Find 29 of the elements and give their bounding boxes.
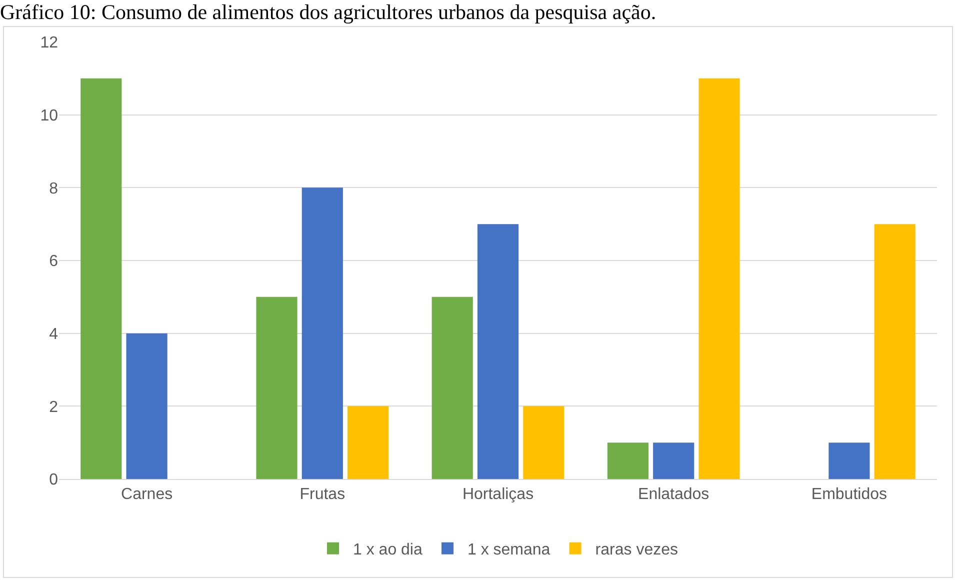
bar — [477, 224, 519, 479]
x-tick-label: Embutidos — [811, 486, 887, 504]
y-tick-label: 0 — [49, 472, 58, 489]
y-tick-label: 8 — [49, 180, 58, 198]
legend-label: 1 x semana — [467, 542, 550, 559]
x-tick-label: Hortaliças — [462, 486, 534, 504]
bar — [653, 442, 694, 479]
x-tick-label: Frutas — [300, 486, 346, 504]
x-tick-label: Carnes — [121, 486, 173, 504]
legend-label: raras vezes — [595, 542, 678, 559]
bar — [126, 333, 168, 479]
x-tick-label: Enlatados — [638, 486, 710, 504]
bar — [698, 78, 740, 479]
y-tick-label: 12 — [40, 34, 58, 52]
y-tick-label: 2 — [49, 398, 58, 416]
y-tick-label: 4 — [49, 326, 58, 343]
bar — [523, 406, 564, 479]
bar — [828, 442, 870, 479]
bar — [80, 78, 122, 479]
bar — [348, 406, 389, 479]
bar — [432, 296, 473, 479]
legend-label: 1 x ao dia — [353, 542, 422, 559]
bar — [874, 224, 916, 479]
y-tick-label: 10 — [40, 107, 58, 124]
bar — [607, 442, 648, 479]
y-tick-label: 6 — [49, 253, 58, 270]
bar — [256, 296, 298, 479]
chart-title: Gráfico 10: Consumo de alimentos dos agricultores urbanos da pesquisa ação. — [0, 0, 656, 25]
bar — [302, 188, 343, 479]
